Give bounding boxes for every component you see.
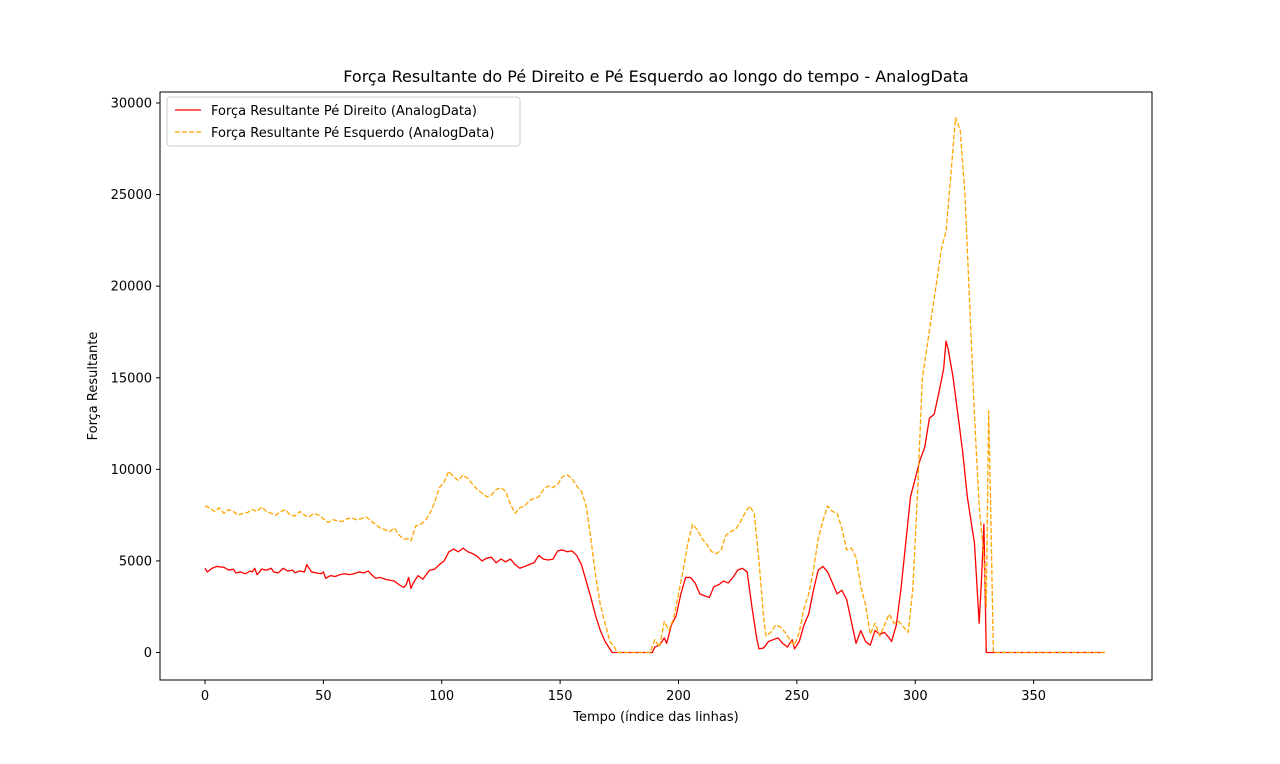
x-axis: 0 50 100 150 200 250 300 350 <box>201 680 1046 704</box>
series-line-0 <box>204 340 1105 654</box>
y-tick-label: 5000 <box>119 554 152 569</box>
x-tick-label: 200 <box>666 689 691 704</box>
x-tick-label: 350 <box>1021 689 1046 704</box>
series-layer <box>204 116 1105 654</box>
series-line-1 <box>204 116 1105 654</box>
legend-box <box>166 96 521 147</box>
x-tick-label: 0 <box>201 689 209 704</box>
x-tick-label: 300 <box>903 689 928 704</box>
y-axis: 0 5000 10000 15000 20000 25000 30000 <box>111 96 160 661</box>
y-tick-label: 0 <box>144 646 152 661</box>
x-tick-label: 50 <box>315 689 332 704</box>
y-tick-label: 10000 <box>111 463 152 478</box>
x-tick-label: 250 <box>784 689 809 704</box>
y-tick-label: 20000 <box>111 280 152 295</box>
plot-frame <box>159 91 1153 681</box>
chart-title: Força Resultante do Pé Direito e Pé Esqu… <box>343 67 968 86</box>
y-tick-label: 30000 <box>111 96 152 111</box>
x-axis-title: Tempo (índice das linhas) <box>572 710 738 725</box>
y-tick-label: 15000 <box>111 371 152 386</box>
y-axis-title: Força Resultante <box>86 332 101 441</box>
legend-label-0: Força Resultante Pé Direito (AnalogData) <box>211 104 477 119</box>
x-tick-label: 150 <box>548 689 573 704</box>
x-tick-label: 100 <box>429 689 454 704</box>
plot-area <box>159 91 1153 681</box>
legend-label-1: Força Resultante Pé Esquerdo (AnalogData… <box>211 126 494 141</box>
y-tick-label: 25000 <box>111 188 152 203</box>
legend: Força Resultante Pé Direito (AnalogData)… <box>166 96 521 147</box>
